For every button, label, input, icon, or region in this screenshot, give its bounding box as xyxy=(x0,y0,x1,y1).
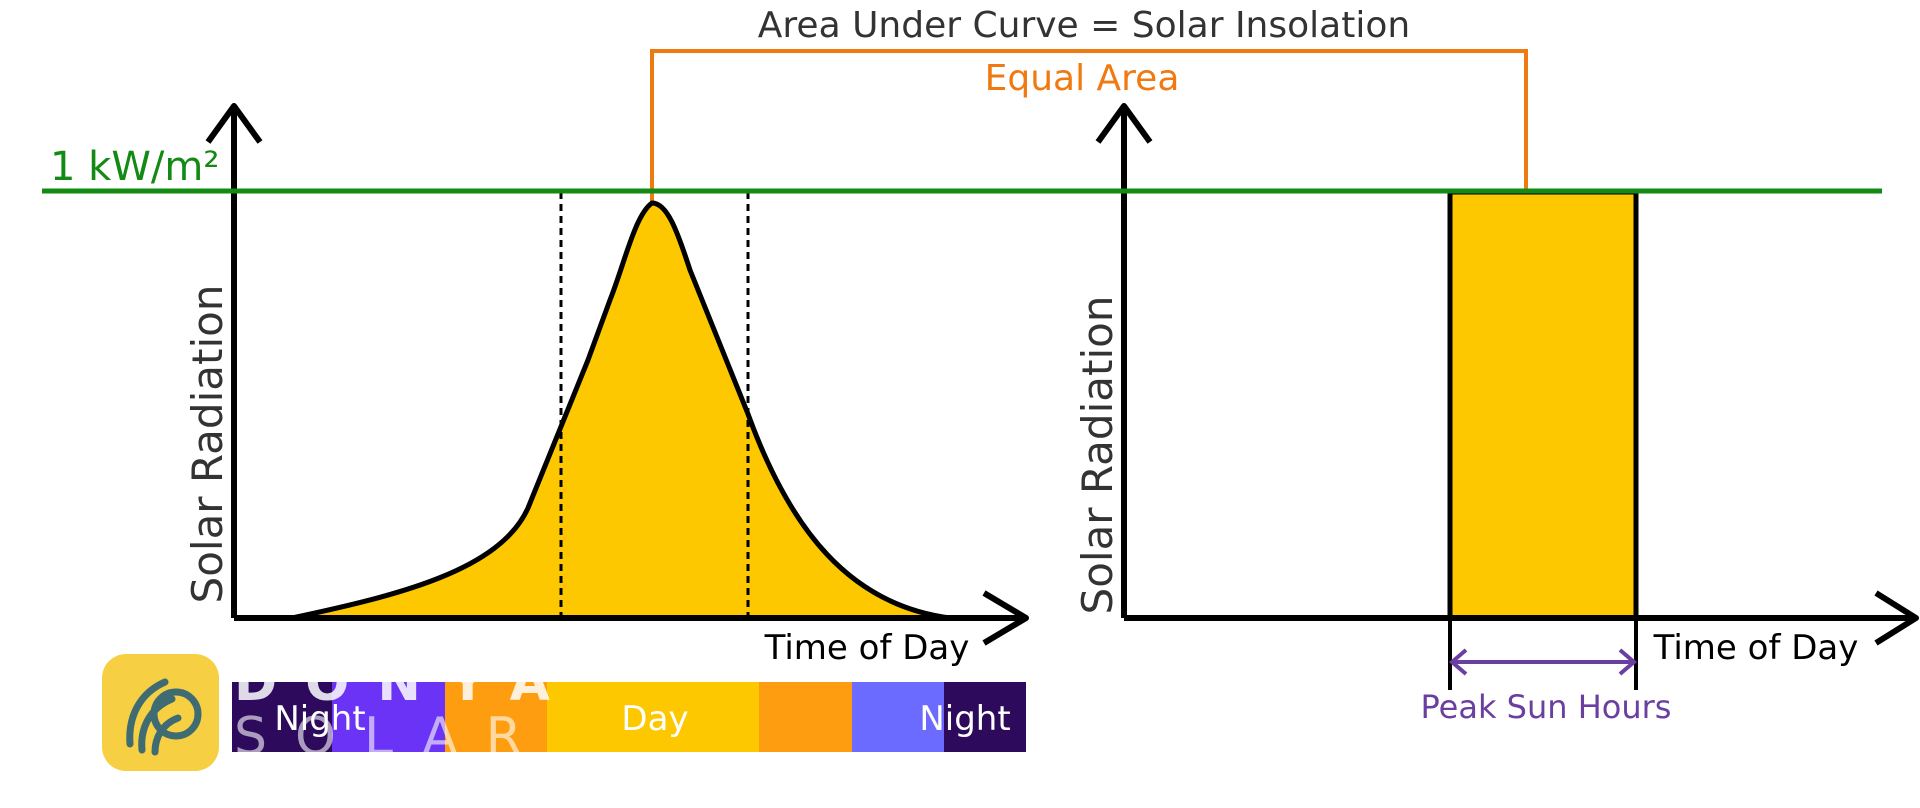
band-day: Day xyxy=(621,699,688,739)
diagram-title: Area Under Curve = Solar Insolation xyxy=(758,5,1410,46)
band-night-right: Night xyxy=(919,699,1010,739)
left-y-axis-label: Solar Radiation xyxy=(183,285,232,604)
peak-sun-hours-bar xyxy=(1447,189,1639,621)
donya-solar-logo: DONYA SOLAR xyxy=(102,653,578,771)
logo-line-2: SOLAR xyxy=(234,707,550,767)
left-chart: Solar Radiation Time of Day xyxy=(183,103,1029,668)
right-x-axis-arrow-icon xyxy=(1874,590,1919,646)
peak-sun-hours-label: Peak Sun Hours xyxy=(1421,688,1672,726)
logo-line-1: DONYA xyxy=(234,653,578,713)
peak-sun-hours-arrowhead-left-icon xyxy=(1448,648,1468,676)
equal-area-label: Equal Area xyxy=(985,58,1180,99)
reference-line-label: 1 kW/m² xyxy=(50,144,219,190)
right-x-axis-label: Time of Day xyxy=(1653,628,1859,668)
equal-area-bracket xyxy=(650,49,1528,298)
left-y-axis-arrow-icon xyxy=(205,103,263,144)
sun-leaf-logo-icon xyxy=(126,678,202,756)
left-x-axis-label: Time of Day xyxy=(764,628,970,668)
left-x-axis-arrow-icon xyxy=(982,590,1029,646)
right-y-axis-label: Solar Radiation xyxy=(1073,296,1122,615)
radiation-curve xyxy=(289,200,953,621)
right-chart: Solar Radiation Time of Day Peak Sun Hou… xyxy=(1073,103,1919,726)
band-night-left: Night xyxy=(274,699,365,739)
day-night-band xyxy=(232,682,1026,752)
right-y-axis-arrow-icon xyxy=(1095,103,1153,144)
peak-sun-hours-arrowhead-right-icon xyxy=(1618,648,1638,676)
